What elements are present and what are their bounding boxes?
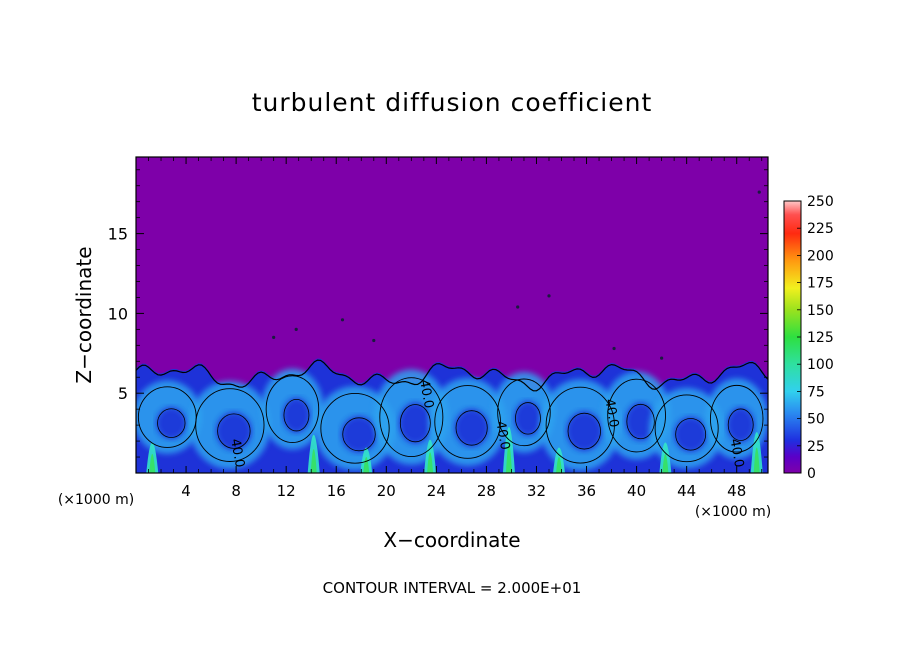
- colorbar-ticks: 0 25 50 75 100 125 150 175 200 225 250: [797, 194, 834, 482]
- x-tick-label: 28: [477, 482, 496, 500]
- eddy-core: [215, 411, 252, 451]
- eddy-core: [566, 411, 603, 452]
- speckle: [516, 305, 520, 309]
- contour-interval-note: CONTOUR INTERVAL = 2.000E+01: [323, 579, 582, 597]
- contour-line: [497, 378, 551, 447]
- x-tick-label: 24: [427, 482, 446, 500]
- contour-label: 40.0: [601, 398, 621, 429]
- plume-peak: [427, 452, 434, 473]
- plume-peak: [662, 453, 669, 473]
- contour-line: [709, 384, 764, 453]
- colorbar-tick-label: 150: [807, 303, 834, 319]
- eddy-core: [341, 415, 377, 453]
- contour-line-inner: [455, 410, 488, 446]
- plume-peak: [753, 447, 760, 473]
- contour-label: 40.0: [416, 379, 436, 410]
- plume-peak: [310, 449, 317, 473]
- plot-frame: [135, 156, 769, 474]
- x-tick-label: 8: [231, 482, 241, 500]
- colorbar-tick-label: 75: [807, 384, 825, 400]
- eddy-core: [514, 400, 542, 436]
- contour-line-inner: [515, 402, 541, 435]
- contour-label: 40.0: [227, 438, 247, 469]
- colorbar-tick-label: 175: [807, 276, 834, 292]
- speckle: [340, 318, 345, 322]
- x-tick-label: 48: [727, 482, 746, 500]
- x-tick-label: 16: [327, 482, 346, 500]
- speckle: [372, 338, 376, 343]
- eddy-core: [156, 407, 187, 440]
- y-tick-label: 5: [118, 384, 128, 403]
- chart-title: turbulent diffusion coefficient: [252, 88, 653, 117]
- speckle: [757, 190, 761, 194]
- contour-line-top: [136, 359, 768, 392]
- x-tick-label: 32: [527, 482, 546, 500]
- contour-line: [654, 394, 719, 463]
- x-unit-right: (×1000 m): [695, 504, 771, 520]
- eddy-core: [726, 407, 755, 443]
- speckle: [547, 294, 551, 298]
- contour-line-inner: [626, 403, 655, 440]
- colorbar-tick-label: 0: [807, 466, 816, 482]
- colorbar-tick-label: 50: [807, 412, 825, 428]
- contour-line-inner: [727, 408, 754, 441]
- x-tick-label: 12: [277, 482, 296, 500]
- contour-line: [434, 385, 501, 459]
- contour-line-inner: [217, 413, 251, 449]
- contour-labels: 40.0 40.0 40.0 40.0 40.0: [227, 379, 746, 469]
- eddy-core: [674, 416, 708, 452]
- contour-label: 40.0: [492, 420, 512, 451]
- colorbar-tick-label: 250: [807, 194, 834, 210]
- x-axis: 4 8 12 16 20 24 28 32 36 40 44 48: [148, 157, 763, 500]
- colorbar-tick-label: 100: [807, 357, 834, 373]
- contour-line: [265, 375, 320, 443]
- speckle: [660, 356, 664, 360]
- contour-line: [320, 392, 390, 464]
- colorbar-tick-label: 225: [807, 221, 834, 237]
- contour-line-inner: [283, 398, 310, 432]
- x-tick-label: 20: [377, 482, 396, 500]
- eddy-core: [398, 402, 432, 444]
- contour-line: [379, 377, 444, 458]
- contour-line-inner: [157, 408, 186, 438]
- y-tick-label: 10: [108, 304, 128, 323]
- x-tick-label: 44: [677, 482, 696, 500]
- x-tick-label: 36: [577, 482, 596, 500]
- eddy-core: [454, 408, 489, 448]
- colorbar: 0 25 50 75 100 125 150 175 200 225 250: [783, 194, 834, 482]
- contour-line-inner: [399, 404, 431, 443]
- y-axis-label: Z−coordinate: [72, 246, 96, 383]
- contour-line: [545, 386, 615, 464]
- plume-peak: [149, 453, 156, 473]
- contour-line-inner: [342, 417, 376, 452]
- colorbar-tick-label: 25: [807, 439, 825, 455]
- speckle: [294, 327, 298, 331]
- eddy-core: [282, 397, 311, 433]
- contour-line-inner: [675, 418, 707, 451]
- speckle: [272, 335, 276, 339]
- contour-lines: [136, 359, 768, 464]
- colorbar-tick-label: 200: [807, 248, 834, 264]
- contour-label: 40.0: [727, 438, 747, 469]
- eddy-core: [625, 402, 656, 441]
- contour-line: [607, 378, 666, 453]
- plume-peak: [556, 457, 563, 473]
- y-axis: 5 10 15: [108, 169, 768, 458]
- speckle: [612, 346, 616, 351]
- plot-area: 40.0 40.0 40.0 40.0 40.0: [136, 157, 768, 473]
- plume-peak: [505, 444, 512, 473]
- y-tick-label: 15: [108, 225, 128, 244]
- colorbar-tick-label: 125: [807, 330, 834, 346]
- contour-line-inner: [567, 412, 601, 450]
- contour-line: [195, 388, 265, 462]
- x-unit-left: (×1000 m): [58, 492, 134, 508]
- x-tick-label: 4: [181, 482, 191, 500]
- x-tick-label: 40: [627, 482, 646, 500]
- x-axis-label: X−coordinate: [383, 528, 520, 552]
